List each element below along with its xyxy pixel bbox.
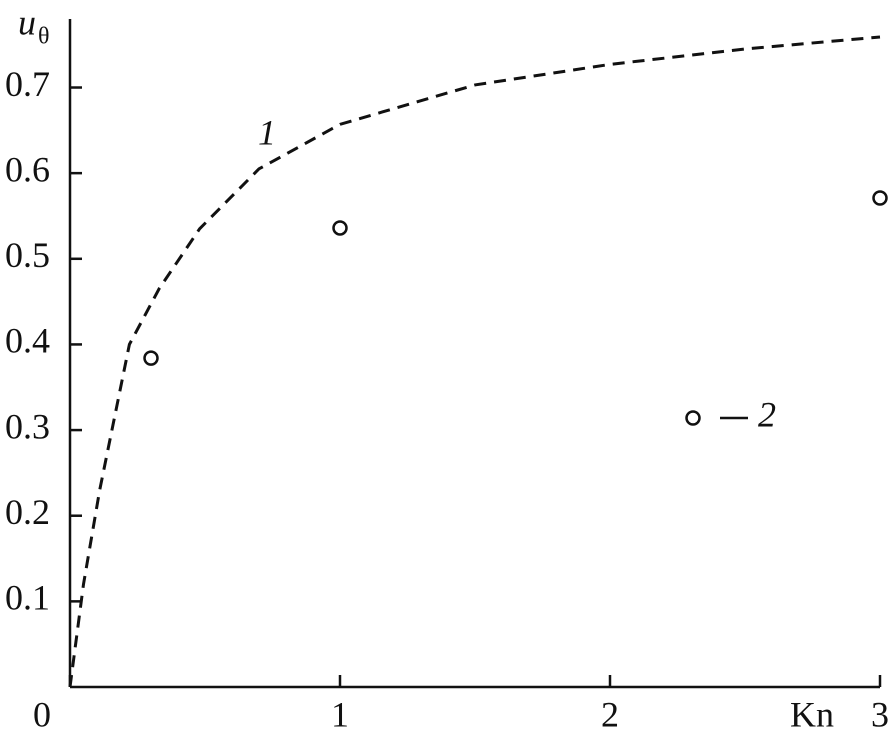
y-tick-label: 0.1 bbox=[5, 578, 50, 618]
x-tick-label: 2 bbox=[601, 694, 619, 734]
y-tick-label: 0.7 bbox=[5, 64, 50, 104]
y-tick-label: 0.4 bbox=[5, 321, 50, 361]
line bbox=[68, 35, 881, 688]
y-tick-label: 0.3 bbox=[5, 406, 50, 446]
y-tick-label: 0.6 bbox=[5, 149, 50, 189]
y-axis-label-sub: θ bbox=[38, 24, 50, 50]
y-tick-label: 0.5 bbox=[5, 235, 50, 275]
y-axis-label: u bbox=[18, 2, 36, 42]
x-tick-label: 3 bbox=[871, 694, 889, 734]
y-tick-label: 0.2 bbox=[5, 492, 50, 532]
legend-marker bbox=[685, 410, 701, 426]
point bbox=[872, 190, 888, 206]
legend-label: 2 bbox=[758, 394, 776, 434]
point bbox=[143, 350, 159, 366]
x-tick-label: 1 bbox=[331, 694, 349, 734]
series-label: 1 bbox=[258, 112, 276, 152]
x-axis-label: Kn bbox=[790, 694, 834, 734]
x-tick-label: 0 bbox=[33, 694, 51, 734]
point bbox=[332, 220, 348, 236]
